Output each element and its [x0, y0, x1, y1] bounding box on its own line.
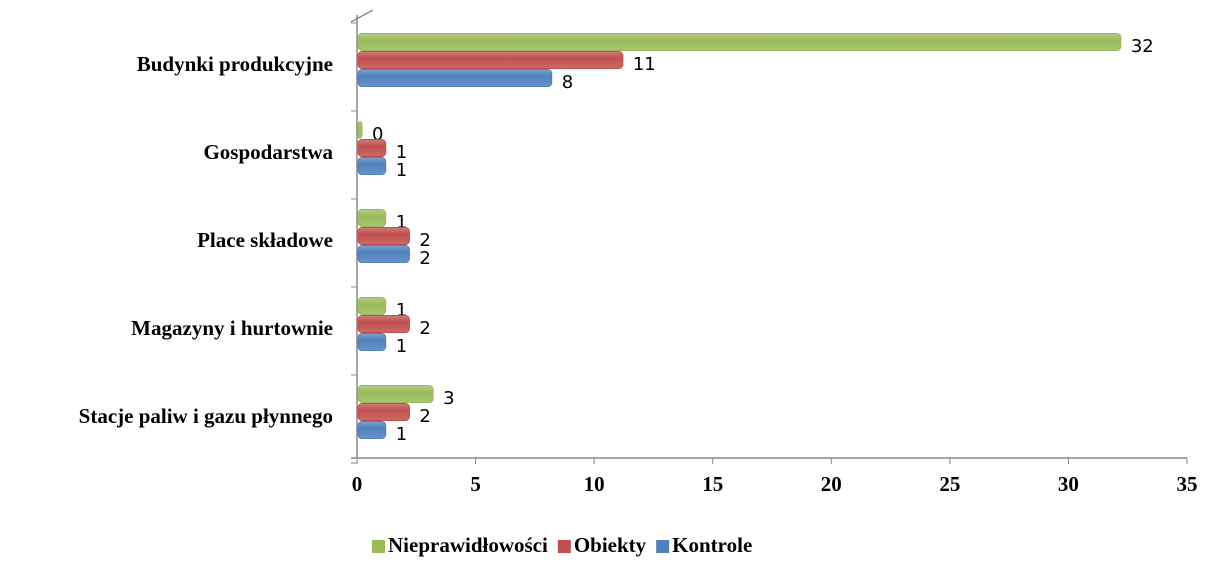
bar	[357, 139, 387, 158]
bar	[357, 33, 1122, 52]
legend-label: Obiekty	[574, 533, 647, 557]
bar	[357, 421, 387, 440]
data-label: 2	[419, 230, 430, 251]
x-tick-label: 15	[702, 472, 723, 496]
y-tick-label: Place składowe	[197, 228, 333, 252]
data-label: 2	[419, 406, 430, 427]
data-label: 1	[396, 212, 407, 233]
bar	[357, 403, 410, 422]
bar	[357, 245, 410, 264]
data-label: 1	[396, 160, 407, 181]
data-label: 1	[396, 300, 407, 321]
x-tick-label: 20	[821, 472, 842, 496]
x-tick-label: 10	[584, 472, 605, 496]
y-tick-label: Magazyny i hurtownie	[131, 316, 333, 340]
bar	[357, 121, 363, 140]
data-label: 1	[396, 424, 407, 445]
data-label: 2	[419, 248, 430, 269]
data-label: 32	[1131, 36, 1154, 57]
bar	[357, 227, 410, 246]
legend-label: Nieprawidłowości	[388, 533, 548, 557]
x-tick-label: 0	[352, 472, 363, 496]
bar	[357, 157, 387, 176]
data-label: 0	[372, 124, 383, 145]
bar	[357, 333, 387, 352]
legend-swatch	[557, 540, 571, 553]
x-tick-label: 35	[1177, 472, 1198, 496]
data-label: 1	[396, 336, 407, 357]
data-label: 2	[419, 318, 430, 339]
data-label: 11	[633, 54, 656, 75]
x-tick-label: 30	[1058, 472, 1079, 496]
bar	[357, 69, 553, 88]
legend-swatch	[372, 540, 385, 553]
data-label: 3	[443, 388, 454, 409]
legend-swatch	[656, 540, 670, 553]
x-tick-label: 5	[470, 472, 481, 496]
y-tick-label: Gospodarstwa	[203, 140, 333, 164]
x-tick-label: 25	[939, 472, 960, 496]
data-label: 1	[396, 142, 407, 163]
bar	[357, 315, 410, 334]
bar	[357, 51, 624, 70]
bar	[357, 385, 434, 404]
bar	[357, 209, 387, 228]
bar	[357, 297, 387, 316]
y-tick-label: Stacje paliw i gazu płynnego	[79, 404, 333, 428]
wall-edge	[350, 9, 374, 23]
y-tick-label: Budynki produkcyjne	[137, 52, 333, 76]
data-label: 8	[562, 72, 573, 93]
legend-label: Kontrole	[672, 533, 752, 557]
